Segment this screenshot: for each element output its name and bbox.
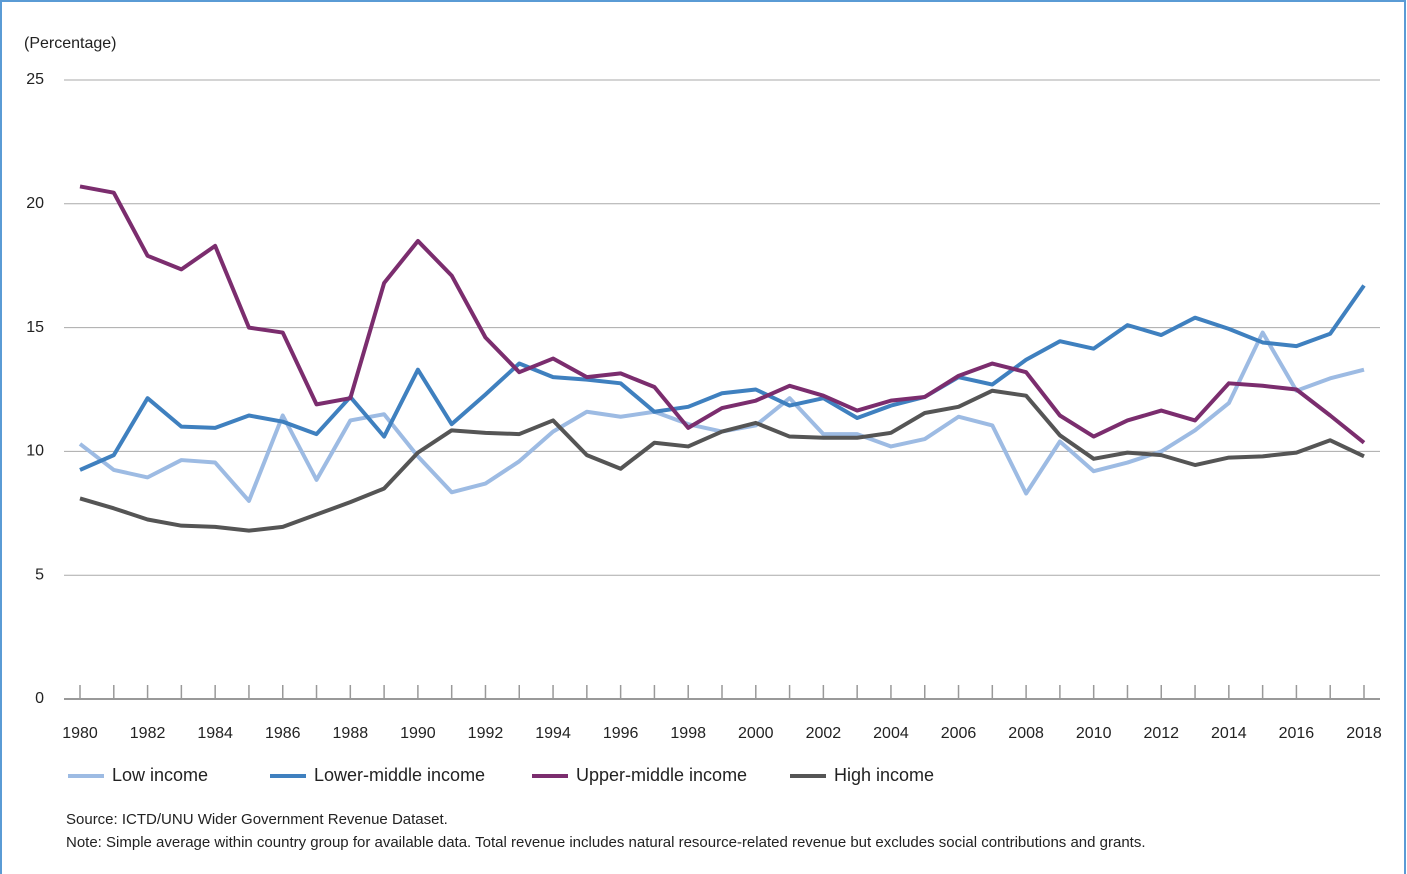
x-tick-label: 1992 — [468, 725, 504, 742]
x-tick-label: 2008 — [1008, 725, 1044, 742]
y-tick-label: 20 — [26, 195, 44, 212]
x-tick-label: 1994 — [535, 725, 571, 742]
series-line — [78, 330, 1365, 503]
x-tick-label: 2006 — [941, 725, 977, 742]
x-tick-label: 1980 — [62, 725, 98, 742]
x-tick-label: 2014 — [1211, 725, 1247, 742]
x-tick-label: 2010 — [1076, 725, 1112, 742]
x-tick-label: 1990 — [400, 725, 436, 742]
x-tick-label: 1998 — [670, 725, 706, 742]
legend-label: High income — [834, 765, 934, 785]
y-tick-label: 25 — [26, 71, 44, 88]
legend-label: Upper-middle income — [576, 765, 747, 785]
x-tick-label: 1988 — [333, 725, 369, 742]
x-tick-label: 2016 — [1279, 725, 1315, 742]
series-line — [79, 184, 1366, 445]
x-tick-label: 1984 — [197, 725, 233, 742]
series-line — [79, 284, 1366, 472]
y-tick-label: 10 — [26, 443, 44, 460]
x-tick-label: 2004 — [873, 725, 909, 742]
legend-label: Low income — [112, 765, 208, 785]
x-tick-label: 2002 — [806, 725, 842, 742]
x-tick-label: 1996 — [603, 725, 639, 742]
x-tick-label: 2018 — [1346, 725, 1382, 742]
x-tick-label: 2000 — [738, 725, 774, 742]
legend-label: Lower-middle income — [314, 765, 485, 785]
x-tick-label: 1986 — [265, 725, 301, 742]
x-tick-label: 2012 — [1143, 725, 1179, 742]
y-tick-label: 5 — [35, 566, 44, 583]
y-tick-label: 15 — [26, 319, 44, 336]
series-line — [79, 388, 1365, 533]
source: Source: ICTD/UNU Wider Government Revenu… — [66, 811, 448, 828]
y-axis-label: (Percentage) — [24, 35, 117, 52]
y-tick-label: 0 — [35, 690, 44, 707]
note: Note: Simple average within country grou… — [66, 834, 1146, 851]
x-tick-label: 1982 — [130, 725, 166, 742]
